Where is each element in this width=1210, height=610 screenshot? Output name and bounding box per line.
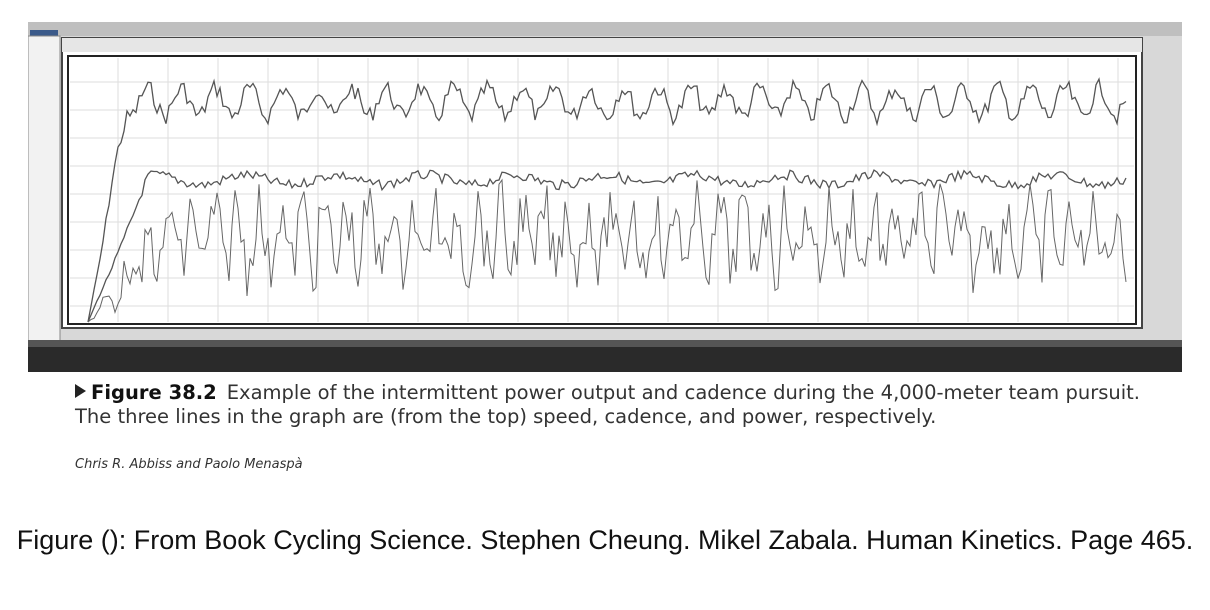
arrow-icon <box>75 384 86 398</box>
trace <box>87 77 1127 323</box>
figure-credit: Chris R. Abbiss and Paolo Menaspà <box>75 457 303 472</box>
caption-text: Example of the intermittent power output… <box>75 381 1140 428</box>
software-screenshot <box>28 22 1182 372</box>
status-bar <box>28 340 1182 347</box>
trace <box>87 178 1127 323</box>
side-panel <box>28 35 61 357</box>
taskbar <box>28 346 1182 372</box>
file-tab <box>30 30 58 38</box>
ribbon <box>28 22 1182 36</box>
traces <box>87 77 1127 323</box>
source-note: Figure (): From Book Cycling Science. St… <box>16 525 1194 555</box>
chart-toolbar <box>62 38 1142 52</box>
plot-area <box>67 55 1137 325</box>
figure-label: Figure 38.2 <box>91 381 217 404</box>
figure-caption: Figure 38.2 Example of the intermittent p… <box>75 381 1140 429</box>
trace <box>87 169 1127 323</box>
